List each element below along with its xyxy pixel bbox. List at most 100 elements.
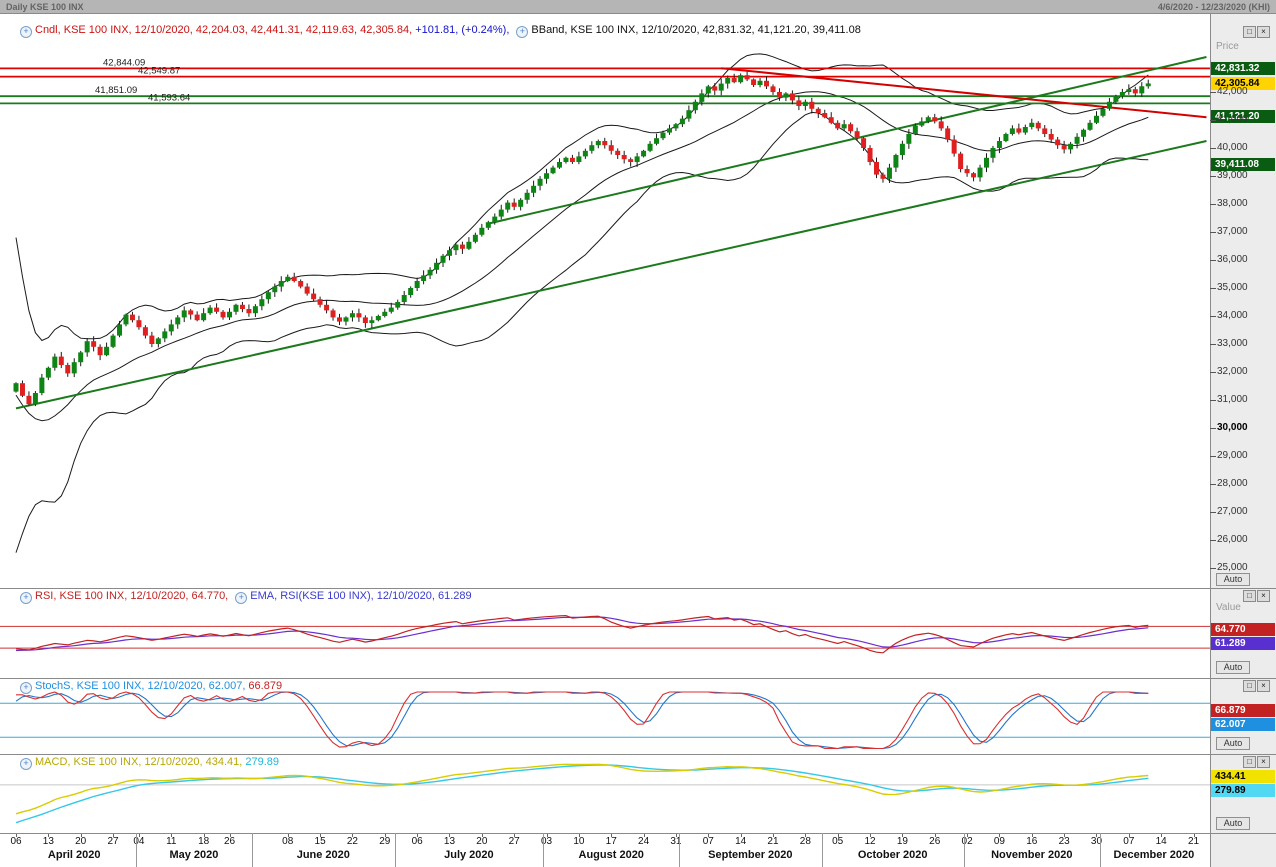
price-tick-label: 29,000 bbox=[1217, 450, 1248, 461]
price-tick-label: 42,000 bbox=[1217, 86, 1248, 97]
month-separator bbox=[963, 833, 965, 867]
time-tick-mark bbox=[611, 834, 613, 837]
rsi-ema-line bbox=[15, 616, 1149, 652]
time-tick-label: 08 bbox=[282, 836, 294, 847]
panel-resize-separator[interactable] bbox=[0, 833, 1276, 834]
candlestick-indicator-icon: + bbox=[20, 26, 32, 38]
axis-value-badge: 61.289 bbox=[1211, 636, 1275, 650]
month-label: May 2020 bbox=[169, 849, 219, 861]
time-tick-label: 12 bbox=[864, 836, 876, 847]
price-tick-label: 36,000 bbox=[1217, 254, 1248, 265]
axis-value-badge: 279.89 bbox=[1211, 784, 1275, 798]
axis-auto-button[interactable]: Auto bbox=[1216, 817, 1250, 830]
month-separator bbox=[1099, 833, 1101, 867]
time-tick-mark bbox=[384, 834, 386, 837]
month-label: August 2020 bbox=[578, 849, 644, 861]
price-tick-label: 37,000 bbox=[1217, 226, 1248, 237]
price-tick-label: 28,000 bbox=[1217, 478, 1248, 489]
panel-resize-separator[interactable] bbox=[0, 588, 1276, 589]
panel-close-button[interactable]: × bbox=[1257, 26, 1270, 38]
month-separator bbox=[252, 833, 254, 867]
time-tick-label: 03 bbox=[540, 836, 553, 847]
time-tick-label: 14 bbox=[1155, 836, 1167, 847]
legend-item[interactable]: + EMA, RSI(KSE 100 INX), 12/10/2020, 61.2… bbox=[235, 590, 472, 604]
time-tick-mark bbox=[1128, 834, 1130, 837]
macd-indicator-icon: + bbox=[20, 758, 32, 770]
time-tick-label: 28 bbox=[799, 836, 811, 847]
axis-auto-button[interactable]: Auto bbox=[1216, 737, 1250, 750]
price-tick-mark bbox=[1210, 316, 1216, 317]
time-tick-mark bbox=[870, 834, 872, 837]
time-tick-label: 04 bbox=[133, 836, 145, 847]
panel-close-button[interactable]: × bbox=[1257, 680, 1270, 692]
time-tick-mark bbox=[287, 834, 289, 837]
panel-resize-separator[interactable] bbox=[0, 754, 1276, 755]
level-label: 41,851.09 bbox=[95, 85, 137, 96]
price-tick-mark bbox=[1210, 568, 1216, 569]
rsi-panel-plot[interactable] bbox=[0, 588, 1210, 678]
time-axis[interactable] bbox=[0, 833, 1210, 867]
axis-title: Value bbox=[1216, 602, 1241, 613]
time-tick-label: 05 bbox=[832, 836, 844, 847]
time-tick-label: 11 bbox=[166, 836, 177, 847]
panel-restore-button[interactable]: □ bbox=[1243, 26, 1256, 38]
time-tick-label: 14 bbox=[735, 836, 747, 847]
legend-text: 279.89 bbox=[242, 756, 279, 768]
bollinger-middle-line bbox=[15, 91, 1149, 422]
price-tick-label: 35,000 bbox=[1217, 282, 1248, 293]
time-tick-mark bbox=[417, 834, 419, 837]
axis-auto-button[interactable]: Auto bbox=[1216, 573, 1250, 586]
legend-text: +101.81, (+0.24%), bbox=[412, 24, 510, 36]
panel-restore-button[interactable]: □ bbox=[1243, 756, 1256, 768]
price-tick-label: 40,000 bbox=[1217, 142, 1248, 153]
rsi-panel-legend: + RSI, KSE 100 INX, 12/10/2020, 64.770, + E… bbox=[20, 590, 479, 604]
price-tick-mark bbox=[1210, 148, 1216, 149]
price-tick-mark bbox=[1210, 260, 1216, 261]
candles bbox=[13, 71, 1151, 407]
time-tick-label: 27 bbox=[508, 836, 520, 847]
panel-restore-button[interactable]: □ bbox=[1243, 590, 1256, 602]
time-tick-mark bbox=[546, 834, 548, 837]
time-tick-label: 02 bbox=[961, 836, 973, 847]
panel-restore-button[interactable]: □ bbox=[1243, 680, 1256, 692]
time-tick-label: 15 bbox=[314, 836, 326, 847]
panel-close-button[interactable]: × bbox=[1257, 756, 1270, 768]
legend-item[interactable]: + RSI, KSE 100 INX, 12/10/2020, 64.770, bbox=[20, 590, 228, 604]
time-tick-label: 13 bbox=[443, 836, 456, 847]
trendline[interactable] bbox=[15, 140, 1207, 410]
price-tick-mark bbox=[1210, 372, 1216, 373]
time-tick-mark bbox=[113, 834, 115, 837]
legend-item[interactable]: + BBand, KSE 100 INX, 12/10/2020, 42,831.… bbox=[516, 24, 861, 38]
price-tick-mark bbox=[1210, 204, 1216, 205]
axis-value-badge: 41,121.20 bbox=[1211, 110, 1275, 124]
time-tick-label: 29 bbox=[379, 836, 391, 847]
price-tick-label: 30,000 bbox=[1217, 422, 1248, 433]
time-tick-mark bbox=[708, 834, 710, 837]
panel-close-button[interactable]: × bbox=[1257, 590, 1270, 602]
legend-item[interactable]: + MACD, KSE 100 INX, 12/10/2020, 434.41, … bbox=[20, 756, 279, 770]
price-tick-mark bbox=[1210, 484, 1216, 485]
macd-signal-line bbox=[15, 764, 1149, 824]
price-tick-label: 27,000 bbox=[1217, 506, 1248, 517]
price-tick-mark bbox=[1210, 92, 1216, 93]
price-tick-label: 26,000 bbox=[1217, 534, 1248, 545]
time-tick-label: 16 bbox=[1026, 836, 1038, 847]
macd-panel-plot[interactable] bbox=[0, 754, 1210, 833]
legend-item[interactable]: + Cndl, KSE 100 INX, 12/10/2020, 42,204.0… bbox=[20, 24, 510, 38]
time-tick-mark bbox=[902, 834, 904, 837]
time-tick-mark bbox=[203, 834, 205, 837]
rsi-indicator-icon: + bbox=[20, 592, 32, 604]
macd-line bbox=[15, 763, 1149, 815]
trendline[interactable] bbox=[721, 67, 1207, 119]
axis-auto-button[interactable]: Auto bbox=[1216, 661, 1250, 674]
price-tick-mark bbox=[1210, 428, 1216, 429]
stochastic-k-line bbox=[16, 691, 1149, 750]
trendline[interactable] bbox=[488, 56, 1207, 225]
stochastic-panel-plot[interactable] bbox=[0, 678, 1210, 754]
month-label: April 2020 bbox=[47, 849, 101, 861]
window-titlebar[interactable]: Daily KSE 100 INX 4/6/2020 - 12/23/2020 … bbox=[0, 0, 1276, 14]
legend-text: EMA, RSI(KSE 100 INX), 12/10/2020, 61.28… bbox=[250, 590, 472, 602]
legend-item[interactable]: + StochS, KSE 100 INX, 12/10/2020, 62.007… bbox=[20, 680, 282, 694]
panel-resize-separator[interactable] bbox=[0, 678, 1276, 679]
